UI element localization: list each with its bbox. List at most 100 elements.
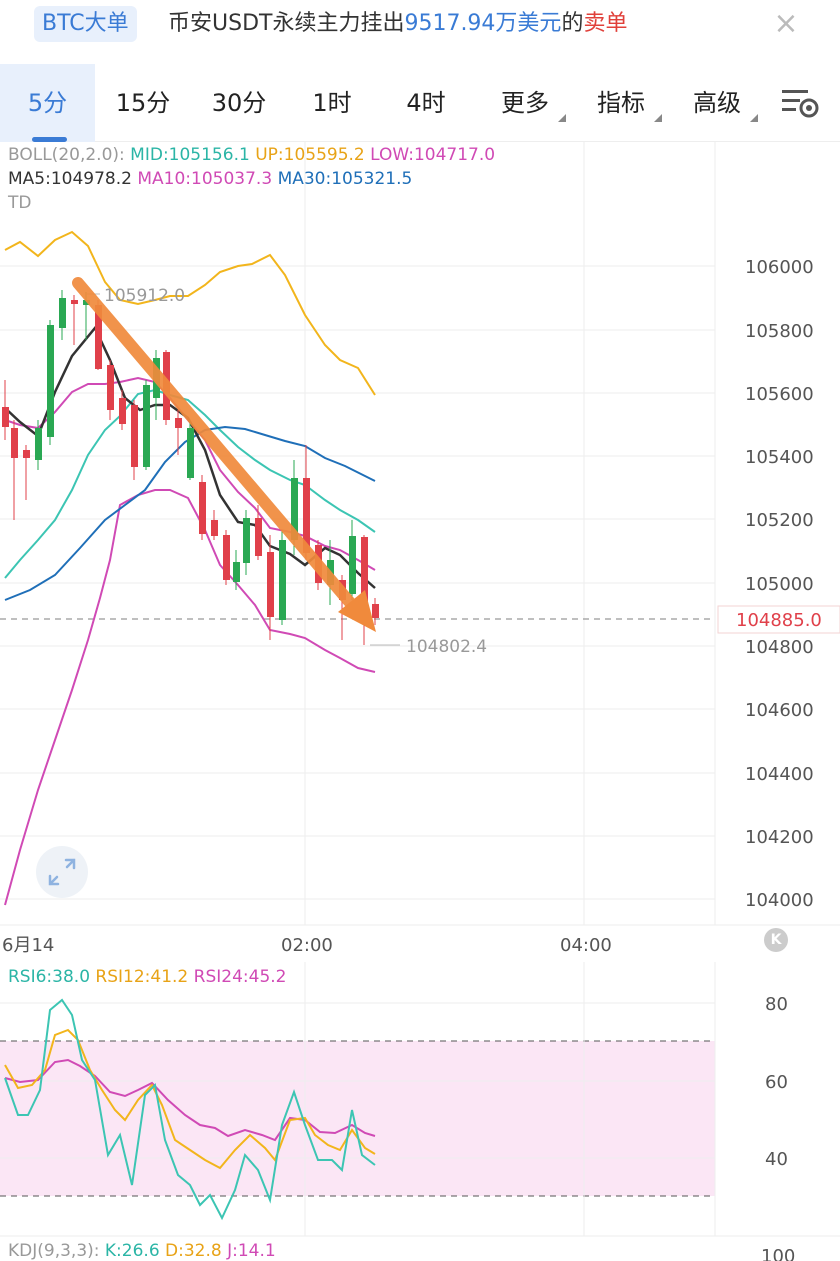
tab-30m[interactable]: 30分: [211, 89, 267, 117]
tab-indicators[interactable]: 指标: [586, 64, 662, 142]
kdj-name: KDJ(9,3,3):: [8, 1241, 100, 1261]
time-tick: 02:00: [281, 935, 333, 956]
rsi-legend: RSI6:38.0 RSI12:41.2 RSI24:45.2: [8, 966, 286, 988]
rsi6-line: [4, 998, 376, 1221]
rsi-chart[interactable]: 80 60 40: [0, 962, 840, 1238]
rsi6-value: RSI6:38.0: [8, 967, 91, 987]
tab-1h[interactable]: 1时: [312, 89, 352, 117]
candle: [361, 537, 368, 617]
candle: [243, 518, 250, 563]
k-toggle-button[interactable]: K: [764, 928, 788, 952]
dropdown-triangle-icon: [654, 114, 662, 122]
kdj-k: K:26.6: [104, 1241, 160, 1261]
tab-15m[interactable]: 15分: [115, 89, 171, 117]
tab-4h[interactable]: 4时: [406, 89, 446, 117]
boll-mid: MID:105156.1: [130, 145, 250, 165]
candle: [255, 518, 262, 556]
tab-indicators-label: 指标: [597, 89, 645, 117]
price-axis: 106000 105800 105600 105400 105200 10500…: [745, 257, 814, 911]
candle: [59, 298, 66, 328]
expand-chart-button[interactable]: [36, 846, 88, 898]
price-tick: 104600: [745, 700, 814, 721]
kdj-legend: KDJ(9,3,3): K:26.6 D:32.8 J:14.1: [8, 1240, 276, 1261]
candle: [143, 385, 150, 467]
candlestick-chart[interactable]: 106000 105800 105600 105400 105200 10500…: [0, 142, 840, 962]
tab-5m[interactable]: 5分: [0, 64, 95, 142]
candle: [267, 552, 274, 617]
dropdown-triangle-icon: [750, 114, 758, 122]
candle: [131, 405, 138, 467]
rsi-tick: 80: [765, 994, 788, 1015]
dropdown-triangle-icon: [558, 114, 566, 122]
price-tick: 105600: [745, 384, 814, 405]
ma10-value: MA10:105037.3: [137, 169, 273, 189]
price-tick: 104800: [745, 637, 814, 658]
ma-legend: MA5:104978.2 MA10:105037.3 MA30:105321.5: [8, 168, 412, 190]
candle: [2, 407, 9, 427]
boll-up: UP:105595.2: [255, 145, 365, 165]
candle: [199, 482, 206, 534]
candle: [223, 535, 230, 580]
candle: [175, 418, 182, 428]
time-axis: 6月14 02:00 04:00: [2, 935, 612, 956]
price-tick: 105200: [745, 510, 814, 531]
td-label: TD: [8, 193, 32, 213]
boll-lower-line: [4, 489, 376, 906]
rsi-tick: 40: [765, 1149, 788, 1170]
alert-text: 币安USDT永续主力挂出9517.94万美元的卖单: [168, 8, 627, 40]
kdj-d: D:32.8: [165, 1241, 222, 1261]
candle: [47, 325, 54, 437]
candle: [11, 428, 18, 458]
current-price-box: [717, 605, 840, 634]
candle: [83, 300, 90, 305]
current-price-label: 104885.0: [736, 610, 822, 631]
time-tick: 6月14: [2, 935, 54, 956]
price-tick: 105800: [745, 321, 814, 342]
candle: [279, 540, 286, 620]
boll-upper-line: [4, 230, 376, 396]
timeframe-tabs: 5分 15分 30分 1时 4时 更多 指标 高级: [0, 64, 840, 142]
price-tick: 105000: [745, 574, 814, 595]
candle: [303, 478, 310, 553]
candle: [349, 536, 356, 594]
price-grid: [0, 142, 840, 926]
candle: [23, 450, 30, 458]
candle: [71, 300, 78, 304]
candle: [233, 562, 240, 582]
rsi24-line: [4, 1058, 376, 1142]
candle: [95, 305, 102, 369]
chart-settings-icon[interactable]: [780, 86, 820, 122]
downtrend-arrow: [72, 277, 376, 632]
kdj-j: J:14.1: [227, 1241, 276, 1261]
tab-advanced[interactable]: 高级: [682, 64, 758, 142]
expand-icon: [48, 858, 76, 886]
rsi-tick: 60: [765, 1072, 788, 1093]
tab-more[interactable]: 更多: [490, 64, 566, 142]
alert-banner[interactable]: BTC大单 币安USDT永续主力挂出9517.94万美元的卖单 ×: [0, 0, 840, 64]
price-tick: 104200: [745, 827, 814, 848]
tab-more-label: 更多: [501, 89, 549, 117]
rsi24-value: RSI24:45.2: [193, 967, 287, 987]
ma30-line: [4, 425, 376, 601]
time-tick: 04:00: [560, 935, 612, 956]
candle: [35, 428, 42, 460]
rsi-axis: 80 60 40: [765, 994, 788, 1170]
boll-name: BOLL(20,2.0):: [8, 145, 125, 165]
alert-mid: 的: [561, 11, 584, 36]
candle: [372, 604, 379, 618]
ma30-value: MA30:105321.5: [277, 169, 413, 189]
rsi12-value: RSI12:41.2: [95, 967, 189, 987]
price-tick: 104000: [745, 890, 814, 911]
rsi12-line: [4, 1028, 376, 1170]
tab-advanced-label: 高级: [693, 89, 741, 117]
candle: [187, 428, 194, 478]
price-tick: 106000: [745, 257, 814, 278]
boll-legend: BOLL(20,2.0): MID:105156.1 UP:105595.2 L…: [8, 144, 495, 166]
ma5-value: MA5:104978.2: [8, 169, 132, 189]
close-icon[interactable]: ×: [773, 6, 799, 41]
low-marker: 104802.4: [406, 637, 487, 657]
boll-mid-line: [4, 388, 376, 579]
rsi-overbought-zone: [0, 1041, 715, 1196]
candle: [211, 520, 218, 536]
alert-side: 卖单: [583, 11, 628, 36]
